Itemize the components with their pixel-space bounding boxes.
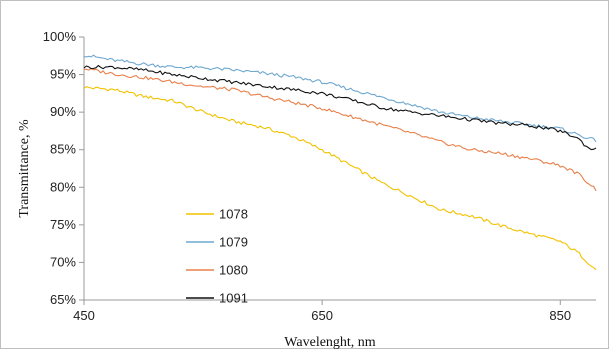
legend-label-1078: 1078: [219, 207, 248, 222]
series-line-1080: [84, 67, 597, 192]
y-tick-label: 65%: [50, 292, 76, 307]
series-layer: [83, 54, 597, 271]
y-tick-label: 85%: [50, 142, 76, 157]
y-tick-label: 75%: [50, 217, 76, 232]
series-line-1078: [83, 86, 597, 271]
y-axis-title: Transmittance, %: [17, 119, 32, 218]
y-tick-label: 95%: [50, 67, 76, 82]
series-line-1079: [83, 54, 597, 143]
y-tick-label: 90%: [50, 104, 76, 119]
y-tick-label: 70%: [50, 254, 76, 269]
x-tick-label: 650: [311, 308, 333, 323]
legend-label-1080: 1080: [219, 263, 248, 278]
axes: 65% 70% 75% 80% 85% 90% 95% 100% 450 650 850: [43, 29, 596, 323]
legend: 1078 1079 1080 1091: [186, 207, 248, 306]
legend-label-1091: 1091: [219, 291, 248, 306]
x-axis-title: Wavelenght, nm: [284, 335, 376, 349]
y-tick-label: 80%: [50, 179, 76, 194]
x-tick-label: 850: [549, 308, 571, 323]
y-tick-label: 100%: [43, 29, 77, 44]
series-line-1091: [83, 64, 597, 151]
x-tick-label: 450: [73, 308, 95, 323]
legend-label-1079: 1079: [219, 235, 248, 250]
